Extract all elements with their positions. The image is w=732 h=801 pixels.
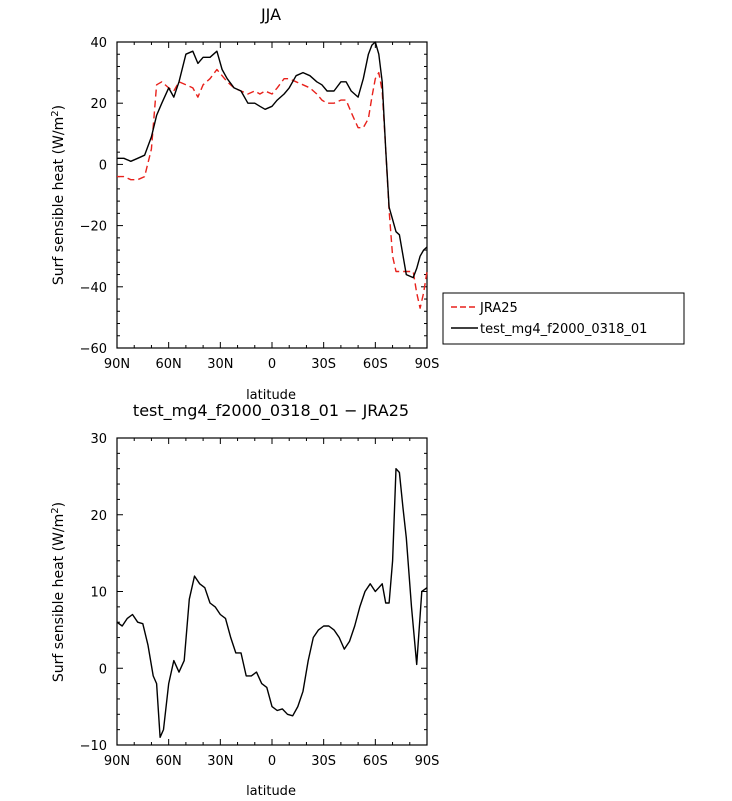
x-tick-label: 30N — [207, 357, 233, 372]
chart-title: test_mg4_f2000_0318_01 − JRA25 — [133, 401, 409, 421]
series-line-jra25 — [117, 68, 428, 309]
plot-frame — [116, 437, 428, 746]
y-tick-label: 0 — [99, 662, 107, 677]
y-tick-label: −60 — [80, 342, 107, 357]
x-tick-label: 30S — [311, 357, 336, 372]
x-tick-label: 90S — [415, 754, 440, 769]
legend: JRA25 test_mg4_f2000_0318_01 — [442, 292, 685, 345]
plot-frame — [116, 41, 428, 349]
x-tick-label: 90S — [415, 357, 440, 372]
y-axis-label: Surf sensible heat (W/m2) — [50, 105, 67, 285]
x-tick-label: 60S — [363, 357, 388, 372]
y-tick-label: −20 — [80, 220, 107, 235]
y-tick-label: 30 — [90, 432, 107, 447]
x-tick-label: 60N — [156, 754, 182, 769]
x-tick-label: 0 — [268, 357, 276, 372]
y-tick-label: 40 — [90, 36, 107, 51]
x-tick-label: 90N — [104, 357, 130, 372]
x-tick-label: 30N — [207, 754, 233, 769]
x-axis-label: latitude — [246, 784, 296, 799]
y-tick-label: 20 — [90, 509, 107, 524]
y-axis-label: Surf sensible heat (W/m2) — [50, 502, 67, 682]
y-tick-label: −40 — [80, 281, 107, 296]
panel-bottom: test_mg4_f2000_0318_01 − JRA25 90N 60N 30N… — [50, 401, 439, 799]
series-line-difference — [116, 468, 428, 738]
legend-box — [442, 292, 685, 345]
chart-title: JJA — [260, 5, 281, 24]
y-tick-label: 0 — [99, 158, 107, 173]
series-line-test-mg4-f2000-0318-01 — [117, 41, 428, 279]
legend-label-model: test_mg4_f2000_0318_01 — [480, 322, 647, 337]
x-axis-label: latitude — [246, 388, 296, 403]
x-tick-label: 0 — [268, 754, 276, 769]
y-tick-label: −10 — [80, 739, 107, 754]
x-tick-label: 30S — [311, 754, 336, 769]
x-tick-label: 90N — [104, 754, 130, 769]
legend-label-jra25: JRA25 — [479, 301, 518, 316]
x-tick-label: 60S — [363, 754, 388, 769]
x-tick-label: 60N — [156, 357, 182, 372]
y-tick-label: 20 — [90, 97, 107, 112]
panel-top: JJA 90N 60N 30N 0 30S 60S 90S 40 20 0 −20 −40 −60 la… — [50, 5, 685, 403]
y-tick-label: 10 — [90, 586, 107, 601]
